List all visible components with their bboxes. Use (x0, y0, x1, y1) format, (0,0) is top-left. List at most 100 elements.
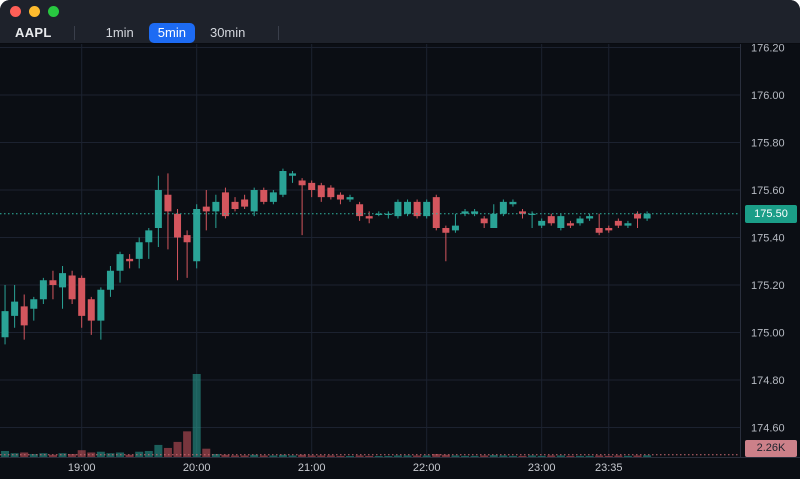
candle-body (279, 171, 287, 195)
candle-body (413, 201, 421, 217)
volume-bar (384, 456, 393, 457)
volume-bar (288, 455, 297, 457)
candle-body (614, 220, 622, 226)
volume-bar (87, 452, 96, 457)
time-axis-label: 21:00 (297, 462, 326, 474)
volume-bar (508, 455, 517, 457)
candle-body (97, 289, 105, 321)
candle-body (145, 230, 153, 243)
candle-body (384, 213, 392, 215)
time-axis[interactable]: 19:00 20:00 21:00 22:00 23:00 23:35 (0, 457, 800, 479)
candle-body (327, 187, 335, 198)
candle-body (135, 242, 143, 259)
price-axis-label: 175.20 (751, 280, 785, 292)
volume-bar (163, 447, 172, 457)
volume-bar (374, 456, 383, 457)
volume-bar (144, 450, 153, 457)
title-bar (0, 0, 800, 22)
candle-body (20, 306, 28, 326)
volume-bar (58, 453, 67, 457)
price-axis-label: 174.60 (751, 423, 785, 435)
price-axis-label: 175.80 (751, 138, 785, 150)
volume-bar (566, 455, 575, 457)
candle-body (269, 192, 277, 202)
volume-bar (537, 455, 546, 457)
toolbar-divider (73, 25, 75, 40)
candle-body (250, 190, 258, 212)
volume-bar (298, 454, 307, 457)
candle-body (78, 277, 86, 316)
volume-bar (202, 448, 211, 457)
volume-bar (441, 454, 450, 457)
price-axis-label: 175.40 (751, 233, 785, 245)
volume-bar (68, 453, 77, 457)
timeframe-button-1min[interactable]: 1min (97, 23, 143, 43)
volume-bar (240, 455, 249, 457)
time-axis-label: 22:00 (412, 462, 441, 474)
volume-bar (556, 455, 565, 457)
volume-bar (393, 455, 402, 457)
candle-body (509, 201, 517, 205)
time-axis-label: 19:00 (67, 462, 96, 474)
volume-bar (633, 455, 642, 457)
volume-bar (39, 453, 48, 457)
volume-bar (346, 456, 355, 457)
candle-body (106, 270, 114, 290)
candle-body (68, 275, 76, 300)
zoom-window-button[interactable] (48, 6, 59, 17)
candle-body (547, 216, 555, 224)
candle-body (605, 228, 613, 231)
candlestick-chart[interactable]: 176.20 176.00 175.80 175.60 175.40 175.20 175.… (0, 44, 800, 457)
current-volume-badge: 2.26K (745, 440, 797, 457)
volume-bar (365, 455, 374, 457)
candle-body (202, 206, 210, 212)
candle-body (231, 201, 239, 209)
candle-body (260, 190, 268, 202)
timeframe-button-5min[interactable]: 5min (148, 22, 195, 43)
candle-body (87, 299, 95, 321)
candle-body (557, 216, 565, 228)
minimize-window-button[interactable] (29, 6, 40, 17)
volume-bar (154, 444, 163, 457)
candle-body (404, 201, 412, 214)
close-window-button[interactable] (10, 6, 21, 17)
candle-body (11, 301, 19, 316)
price-axis-label: 176.20 (751, 44, 785, 55)
candle-body (499, 201, 507, 214)
volume-bar (528, 455, 537, 457)
candle-body (519, 211, 527, 214)
candle-body (308, 182, 316, 190)
candle-body (183, 235, 191, 243)
volume-bar (614, 455, 623, 457)
volume-bar (221, 454, 230, 457)
volume-bar (413, 455, 422, 457)
candle-body (193, 209, 201, 262)
volume-bar (269, 455, 278, 457)
candle-body (432, 197, 440, 228)
volume-bar (10, 453, 19, 457)
candle-body (538, 220, 546, 226)
candle-body (566, 223, 574, 226)
candle-body (365, 216, 373, 219)
candle-body (346, 197, 354, 200)
candle-body (394, 201, 402, 217)
candle-body (634, 213, 642, 219)
time-axis-label: 20:00 (182, 462, 211, 474)
volume-bar (29, 453, 38, 457)
volume-bar (547, 455, 556, 457)
candle-body (595, 228, 603, 233)
volume-bar (135, 451, 144, 457)
volume-bar (585, 455, 594, 457)
timeframe-button-30min[interactable]: 30min (201, 23, 254, 43)
candle-body (586, 216, 594, 219)
candle-body (317, 185, 325, 198)
candle-body (336, 194, 344, 200)
candle-body (375, 213, 383, 215)
volume-bar (480, 455, 489, 457)
window-controls (10, 6, 59, 17)
candle-body (471, 211, 479, 214)
volume-bar (125, 454, 134, 457)
volume-bar (307, 455, 316, 457)
volume-bar (451, 455, 460, 457)
volume-bar (48, 454, 57, 457)
